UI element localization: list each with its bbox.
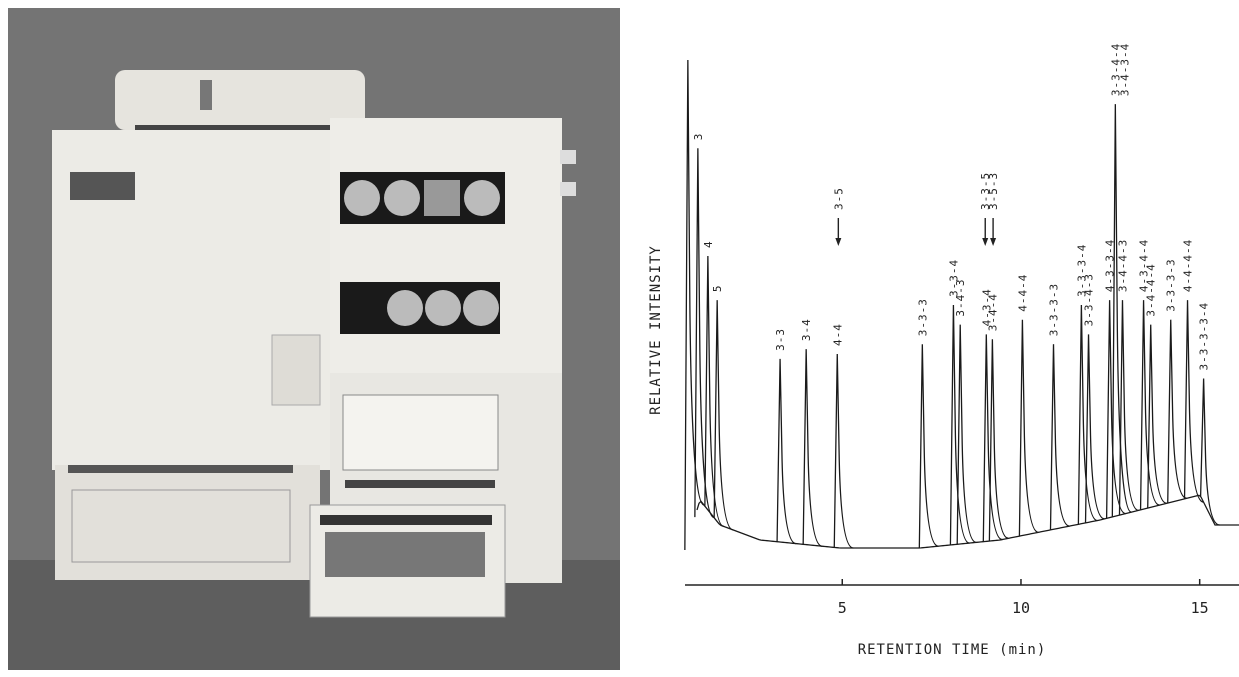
peak-label: 3-3-3-3 bbox=[1165, 258, 1178, 311]
peak-label: 3-4-4-4 bbox=[1145, 263, 1158, 316]
peak bbox=[1119, 300, 1138, 515]
peak bbox=[1050, 344, 1069, 530]
peak-label: 3-4-3 bbox=[954, 278, 967, 316]
peak-label: 3-3 bbox=[774, 328, 787, 351]
arrow-label: 3-5-3 bbox=[987, 172, 1000, 210]
peak bbox=[777, 359, 796, 544]
arrow-head bbox=[982, 238, 988, 246]
peak-label: 3-4-3-4 bbox=[1118, 43, 1131, 96]
peak-label: 4-4 bbox=[831, 323, 844, 346]
peak-label: 3-4 bbox=[800, 318, 813, 341]
peak bbox=[1168, 320, 1187, 503]
peak bbox=[834, 354, 853, 548]
peak-label: 3-4-4-3 bbox=[1116, 239, 1129, 292]
arrow-head bbox=[835, 238, 841, 246]
arrow-head bbox=[990, 238, 996, 246]
peak-label: 3-4-4 bbox=[986, 293, 999, 331]
peak bbox=[695, 148, 714, 517]
arrow-label: 3-5 bbox=[832, 187, 845, 210]
peak-label: 3 bbox=[692, 133, 705, 141]
peak bbox=[803, 349, 822, 546]
peak-label: 5 bbox=[711, 284, 724, 292]
peak-label: 3-3-4-3 bbox=[1083, 273, 1096, 326]
peak bbox=[919, 344, 938, 548]
peak-label: 4 bbox=[702, 240, 715, 248]
peak bbox=[1019, 320, 1038, 536]
peak-label: 4-4-4 bbox=[1016, 274, 1029, 312]
peak bbox=[714, 300, 733, 530]
peak-label: 3-3-3-3-4 bbox=[1198, 302, 1211, 371]
peak-label: 4-4-4-4 bbox=[1182, 239, 1195, 292]
instrument-photo bbox=[8, 8, 620, 670]
y-axis-label: RELATIVE INTENSITY bbox=[648, 245, 664, 415]
peak-label: 3-3-3-3 bbox=[1047, 283, 1060, 336]
peak bbox=[1148, 325, 1167, 508]
peak-label: 3-3-3 bbox=[916, 298, 929, 336]
figure: RETENTION TIME (min) RELATIVE INTENSITY … bbox=[0, 0, 1239, 677]
x-tick-label: 10 bbox=[1012, 599, 1030, 617]
x-tick-label: 5 bbox=[838, 599, 847, 617]
peak bbox=[957, 325, 976, 545]
x-tick-label: 15 bbox=[1191, 599, 1209, 617]
peak bbox=[1086, 334, 1105, 522]
x-axis-label: RETENTION TIME (min) bbox=[858, 642, 1047, 658]
